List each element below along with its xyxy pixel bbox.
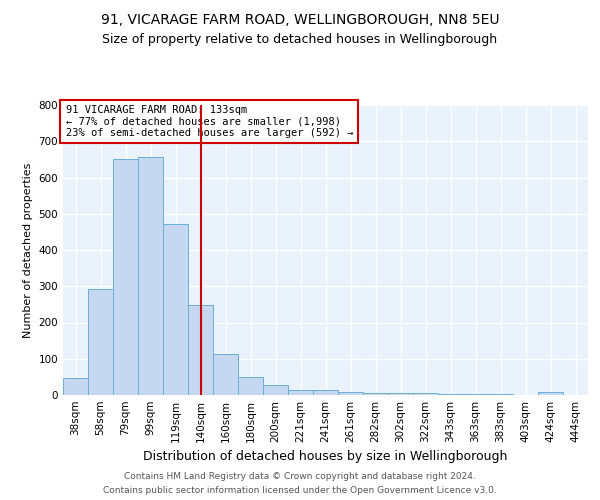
Bar: [113, 159, 138, 395]
Bar: [138, 157, 163, 395]
Bar: [188, 304, 213, 395]
Bar: [538, 392, 563, 395]
Text: Contains HM Land Registry data © Crown copyright and database right 2024.: Contains HM Land Registry data © Crown c…: [124, 472, 476, 481]
Bar: [88, 289, 113, 395]
Text: Contains public sector information licensed under the Open Government Licence v3: Contains public sector information licen…: [103, 486, 497, 495]
Bar: [388, 393, 413, 395]
Bar: [338, 392, 363, 395]
Bar: [288, 390, 313, 395]
Bar: [63, 378, 88, 395]
Y-axis label: Number of detached properties: Number of detached properties: [23, 162, 33, 338]
Bar: [213, 354, 238, 395]
Text: 91, VICARAGE FARM ROAD, WELLINGBOROUGH, NN8 5EU: 91, VICARAGE FARM ROAD, WELLINGBOROUGH, …: [101, 12, 499, 26]
Bar: [363, 393, 388, 395]
X-axis label: Distribution of detached houses by size in Wellingborough: Distribution of detached houses by size …: [143, 450, 508, 464]
Text: Size of property relative to detached houses in Wellingborough: Size of property relative to detached ho…: [103, 32, 497, 46]
Bar: [488, 394, 513, 395]
Bar: [463, 394, 488, 395]
Bar: [438, 394, 463, 395]
Bar: [163, 224, 188, 395]
Bar: [238, 377, 263, 395]
Bar: [263, 385, 288, 395]
Text: 91 VICARAGE FARM ROAD: 133sqm
← 77% of detached houses are smaller (1,998)
23% o: 91 VICARAGE FARM ROAD: 133sqm ← 77% of d…: [65, 105, 353, 138]
Bar: [413, 393, 438, 395]
Bar: [313, 390, 338, 395]
